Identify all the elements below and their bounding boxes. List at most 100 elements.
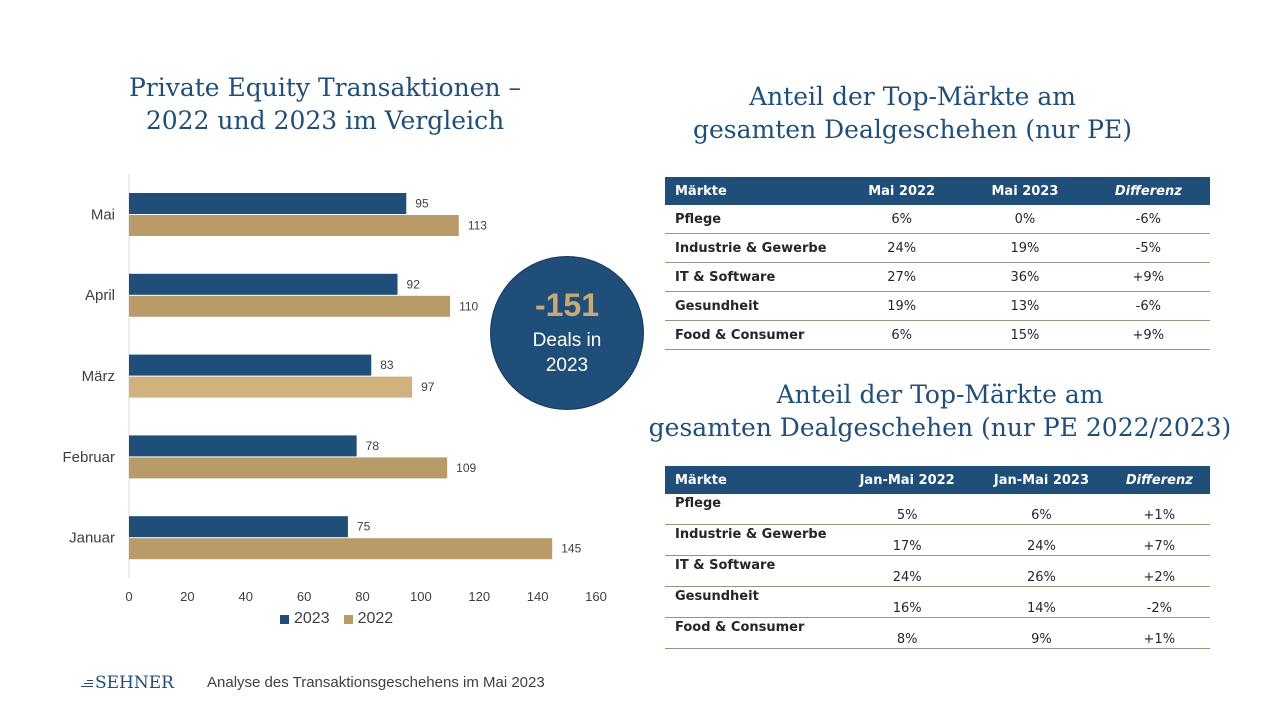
- data-label-2022: 97: [421, 380, 435, 394]
- legend-swatch-2022: [343, 614, 353, 624]
- table-row: Industrie & Gewerbe 17% 24% +7%: [665, 524, 1210, 556]
- bar-2022: [129, 215, 459, 236]
- value-cell: 16%: [840, 586, 975, 618]
- legend-item-2023: 2023: [280, 610, 330, 628]
- data-label-2022: 145: [561, 542, 581, 556]
- market-name-cell: Food & Consumer: [665, 617, 840, 649]
- value-cell: -6%: [1086, 291, 1210, 321]
- table-row: Gesundheit 19% 13% -6%: [665, 291, 1210, 321]
- data-label-2023: 78: [366, 439, 380, 453]
- bar-chart: 0 20 40 60 80 100 120 140 160 Mai 95 113 April 92 110 M…: [62, 174, 607, 604]
- bar-2023: [129, 516, 348, 538]
- bar-2023: [129, 435, 357, 457]
- header-markets: Märkte: [665, 466, 840, 494]
- sehner-logo: SEHNER: [81, 673, 174, 693]
- bar-2022: [129, 457, 448, 479]
- x-tick-label: 0: [125, 589, 132, 604]
- data-label-2023: 83: [380, 358, 394, 372]
- table-row: Pflege 5% 6% +1%: [665, 494, 1210, 525]
- value-cell: -2%: [1108, 586, 1210, 618]
- value-cell: 14%: [974, 586, 1109, 618]
- bar-2022: [129, 538, 553, 560]
- legend-label-2022: 2022: [357, 610, 394, 627]
- data-label-2023: 75: [357, 520, 371, 534]
- value-cell: 9%: [974, 617, 1109, 649]
- badge-line1: Deals in: [532, 329, 602, 351]
- bar-2023: [129, 273, 398, 295]
- x-tick-label: 60: [297, 589, 311, 604]
- table-row: IT & Software 24% 26% +2%: [665, 555, 1210, 587]
- value-cell: 15%: [963, 320, 1087, 350]
- legend-swatch-2023: [280, 614, 289, 624]
- chart-legend: 2023 2022: [280, 610, 393, 628]
- table2-title-line1: Anteil der Top-Märkte am: [776, 380, 1104, 409]
- value-cell: 27%: [840, 262, 964, 292]
- table-row: Industrie & Gewerbe 24% 19% -5%: [665, 233, 1210, 263]
- x-tick-label: 140: [527, 589, 549, 604]
- x-tick-label: 160: [585, 589, 607, 604]
- value-cell: 13%: [963, 291, 1087, 321]
- data-label-2022: 110: [459, 299, 478, 313]
- market-name-cell: Industrie & Gewerbe: [665, 524, 840, 556]
- market-name-cell: IT & Software: [665, 262, 840, 292]
- value-cell: 26%: [974, 555, 1109, 587]
- header-markets: Märkte: [665, 177, 840, 205]
- table-row: Pflege 6% 0% -6%: [665, 205, 1210, 234]
- x-tick-label: 80: [355, 589, 369, 604]
- category-label: April: [85, 287, 115, 304]
- value-cell: +2%: [1108, 555, 1210, 587]
- bar-2023: [129, 354, 372, 376]
- value-cell: 24%: [974, 524, 1109, 556]
- category-label: Mai: [91, 206, 115, 223]
- legend-label-2023: 2023: [294, 610, 330, 627]
- market-name-cell: Gesundheit: [665, 586, 840, 618]
- market-name-cell: Gesundheit: [665, 291, 840, 321]
- table-row: Gesundheit 16% 14% -2%: [665, 586, 1210, 618]
- header-col1: Mai 2022: [840, 177, 964, 205]
- x-tick-label: 100: [410, 589, 432, 604]
- bar-2023: [129, 193, 407, 214]
- bar-2022: [129, 376, 413, 398]
- table2-title: Anteil der Top-Märkte am gesamten Dealge…: [630, 379, 1250, 444]
- value-cell: +9%: [1086, 320, 1210, 350]
- value-cell: -6%: [1086, 205, 1210, 234]
- table1-title: Anteil der Top-Märkte am gesamten Dealge…: [660, 81, 1165, 146]
- legend-item-2022: 2022: [343, 610, 394, 628]
- x-tick-label: 120: [468, 589, 490, 604]
- value-cell: 6%: [840, 320, 964, 350]
- table-header-row: Märkte Mai 2022 Mai 2023 Differenz: [665, 177, 1210, 205]
- markets-table-jan-may: Märkte Jan-Mai 2022 Jan-Mai 2023 Differe…: [665, 466, 1210, 649]
- header-col2: Mai 2023: [963, 177, 1087, 205]
- value-cell: 6%: [974, 494, 1109, 525]
- value-cell: +1%: [1108, 617, 1210, 649]
- value-cell: +9%: [1086, 262, 1210, 292]
- value-cell: 8%: [840, 617, 975, 649]
- market-name-cell: Industrie & Gewerbe: [665, 233, 840, 263]
- value-cell: -5%: [1086, 233, 1210, 263]
- chart-title-line2: 2022 und 2023 im Vergleich: [145, 105, 505, 135]
- market-name-cell: Food & Consumer: [665, 320, 840, 350]
- data-label-2023: 92: [407, 277, 421, 291]
- value-cell: 19%: [840, 291, 964, 321]
- bar-2022: [129, 295, 451, 317]
- x-tick-label: 20: [180, 589, 194, 604]
- table-row: IT & Software 27% 36% +9%: [665, 262, 1210, 292]
- chart-title: Private Equity Transaktionen – 2022 und …: [95, 72, 555, 137]
- category-label: Februar: [62, 449, 115, 466]
- table-row: Food & Consumer 8% 9% +1%: [665, 617, 1210, 649]
- logo-text: SEHNER: [95, 673, 174, 693]
- value-cell: +7%: [1108, 524, 1210, 556]
- header-diff: Differenz: [1108, 466, 1210, 494]
- x-tick-label: 40: [239, 589, 253, 604]
- logo-lines-icon: [81, 679, 93, 687]
- value-cell: 24%: [840, 555, 975, 587]
- category-label: Januar: [69, 530, 115, 547]
- header-col1: Jan-Mai 2022: [840, 466, 975, 494]
- data-label-2023: 95: [415, 197, 429, 211]
- markets-table-may: Märkte Mai 2022 Mai 2023 Differenz Pfleg…: [665, 177, 1210, 350]
- data-label-2022: 109: [456, 461, 476, 475]
- table-header-row: Märkte Jan-Mai 2022 Jan-Mai 2023 Differe…: [665, 466, 1210, 494]
- table1-title-line1: Anteil der Top-Märkte am: [749, 82, 1076, 111]
- table1-title-line2: gesamten Dealgeschehen (nur PE): [692, 114, 1132, 144]
- value-cell: 19%: [963, 233, 1087, 263]
